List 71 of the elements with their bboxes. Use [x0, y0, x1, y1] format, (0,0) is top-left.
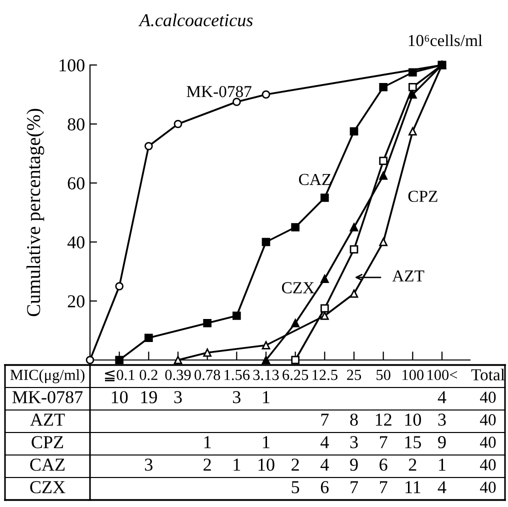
y-tick-label: 20 [68, 295, 84, 308]
x-tick-label: 100< [428, 370, 458, 380]
x-axis-title: MIC(μg/ml) [10, 369, 84, 384]
y-tick-label: CZX [30, 481, 66, 494]
y-tick-label: CPZ [32, 436, 64, 448]
y-tick-label: 40 [67, 236, 84, 248]
data-label: 5 [292, 481, 300, 494]
data-label: 9 [350, 458, 358, 471]
data-label: 10 [405, 414, 422, 426]
data-label: 10 [112, 391, 128, 404]
x-tick-label: 100 [402, 370, 424, 380]
data-label: 40 [480, 482, 496, 493]
legend-label: AZT [392, 270, 424, 282]
data-label: 4 [320, 436, 329, 448]
y-tick-label: AZT [30, 414, 65, 426]
data-label: 3 [350, 436, 358, 448]
chart-title: A.calcoaceticus [138, 14, 253, 26]
data-label: 1 [204, 436, 211, 448]
data-label: 2 [204, 458, 211, 471]
data-label: 7 [380, 481, 388, 494]
y-tick-label: MK-0787 [12, 391, 83, 404]
series-label: CPZ [408, 190, 438, 202]
x-tick-label: Total [471, 368, 505, 380]
data-label: 3 [233, 391, 240, 404]
data-label: 12 [376, 414, 392, 426]
data-label: 40 [480, 459, 496, 470]
y-tick-label: 60 [68, 177, 84, 190]
data-label: 9 [438, 436, 446, 448]
data-label: 40 [480, 414, 496, 426]
x-tick-label: 12.5 [312, 370, 338, 380]
data-label: 4 [320, 458, 329, 471]
data-label: 2 [408, 458, 416, 471]
x-tick-label: ≦0.1 [105, 370, 134, 382]
x-tick-label: 3.13 [253, 370, 279, 380]
data-label: 6 [320, 481, 329, 494]
data-label: 3 [438, 414, 446, 426]
data-label: 2 [292, 458, 299, 471]
x-tick-label: 50 [376, 370, 390, 380]
data-label: 4 [438, 481, 446, 494]
series-label: CZX [282, 282, 314, 294]
x-tick-label: 6.25 [282, 370, 308, 380]
series-label: MK-0787 [186, 86, 252, 98]
data-label: 40 [480, 436, 496, 448]
y-axis-title: Cumulative percentage(%) [26, 108, 44, 316]
x-tick-label: 0.39 [165, 370, 191, 380]
data-label: 1 [263, 391, 270, 404]
data-label: 7 [321, 414, 329, 426]
data-label: 1 [263, 436, 270, 448]
data-label: 1 [439, 458, 446, 471]
data-label: 3 [145, 458, 152, 471]
y-tick-label: 80 [68, 118, 84, 130]
data-label: 15 [405, 436, 421, 448]
data-label: 40 [480, 392, 496, 403]
data-label: 10 [258, 458, 274, 471]
data-label: 3 [174, 391, 182, 404]
x-tick-label: 1.56 [224, 370, 250, 380]
data-label: 8 [350, 414, 358, 426]
data-label: 11 [406, 481, 420, 494]
x-tick-label: 0.2 [140, 370, 158, 380]
data-label: 19 [141, 391, 157, 404]
data-label: 4 [438, 391, 446, 404]
x-tick-label: 0.78 [194, 370, 220, 380]
y-tick-label: CAZ [30, 458, 65, 471]
data-label: 7 [350, 481, 358, 494]
text: 10⁶cells/ml [408, 34, 482, 46]
data-label: 7 [380, 436, 388, 448]
data-label: 1 [234, 458, 240, 471]
data-label: 6 [380, 458, 388, 471]
y-tick-label: 100 [60, 59, 84, 72]
x-tick-label: 25 [347, 370, 362, 380]
series-label: CAZ [299, 174, 331, 186]
